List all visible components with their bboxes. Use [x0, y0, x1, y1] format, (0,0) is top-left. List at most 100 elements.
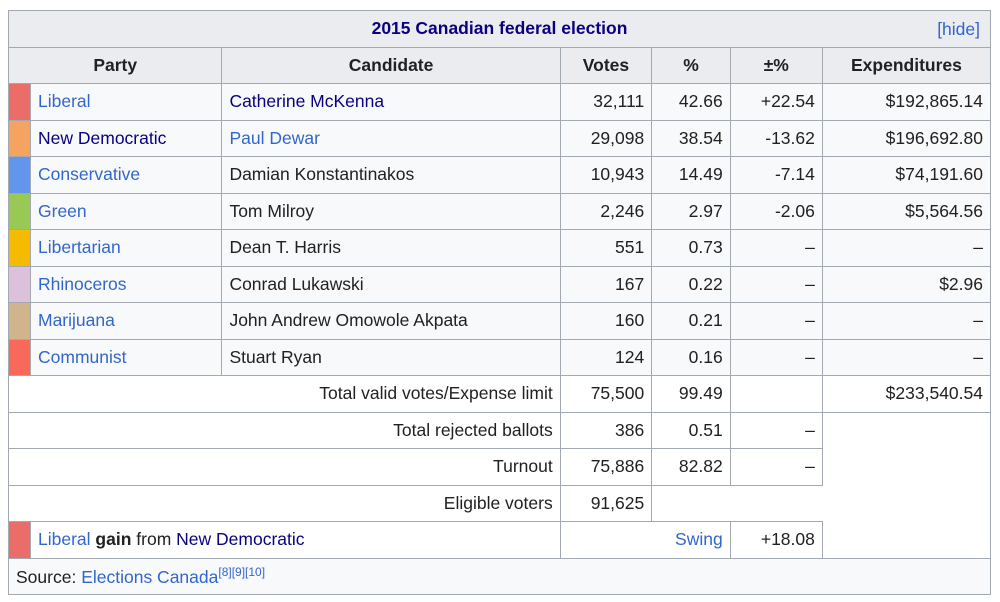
table-title: 2015 Canadian federal election [hide] [8, 10, 991, 48]
swing-value: +18.08 [729, 521, 823, 559]
total-valid-pct: 99.49 [651, 375, 731, 413]
expenditures-cell: $196,692.80 [821, 119, 992, 157]
party-color-swatch [8, 83, 31, 121]
votes-cell: 29,098 [559, 119, 653, 157]
total-valid-votes: 75,500 [559, 375, 653, 413]
party-cell: Rhinoceros [29, 265, 223, 303]
expenditures-cell: $5,564.56 [821, 192, 992, 230]
party-cell: Conservative [29, 156, 223, 194]
gain-color-swatch [8, 521, 31, 559]
votes-cell: 167 [559, 265, 653, 303]
expenditures-cell: – [821, 338, 992, 376]
change-cell: – [729, 338, 823, 376]
empty-cell [822, 448, 991, 485]
candidate-link[interactable]: Paul Dewar [229, 127, 320, 148]
header-pct: % [651, 46, 731, 84]
candidate-cell: Tom Milroy [221, 192, 561, 230]
party-cell: Marijuana [29, 302, 223, 340]
candidate-name: Conrad Lukawski [229, 273, 364, 294]
eligible-label: Eligible voters [8, 484, 561, 522]
expenditures-cell: $192,865.14 [821, 83, 992, 121]
votes-cell: 10,943 [559, 156, 653, 194]
candidate-cell: Paul Dewar [221, 119, 561, 157]
candidate-cell: John Andrew Omowole Akpata [221, 302, 561, 340]
party-cell: New Democratic [29, 119, 223, 157]
source-refs[interactable]: [8][9][10] [218, 564, 266, 579]
change-cell: – [729, 265, 823, 303]
total-valid-label: Total valid votes/Expense limit [8, 375, 561, 413]
turnout-pct: 82.82 [651, 448, 731, 486]
title-text: 2015 Canadian federal election [371, 18, 628, 39]
rejected-row: Total rejected ballots 386 0.51 – [8, 411, 991, 449]
candidate-name: Stuart Ryan [229, 346, 322, 367]
change-cell: – [729, 229, 823, 267]
header-party: Party [7, 46, 223, 84]
party-link[interactable]: Conservative [38, 164, 141, 185]
party-cell: Green [29, 192, 223, 230]
source-link[interactable]: Elections Canada [81, 566, 219, 587]
pct-cell: 2.97 [651, 192, 731, 230]
candidate-name: Damian Konstantinakos [229, 164, 415, 185]
party-color-swatch [8, 338, 31, 376]
gain-winner-link[interactable]: Liberal [38, 529, 91, 550]
votes-cell: 124 [559, 338, 653, 376]
candidate-row: Conservative Damian Konstantinakos 10,94… [8, 156, 992, 194]
party-cell: Liberal [29, 83, 223, 121]
turnout-change: – [729, 448, 823, 486]
hide-toggle[interactable]: [hide] [937, 19, 980, 39]
party-color-swatch [8, 302, 31, 340]
gain-word: gain [95, 529, 132, 550]
votes-cell: 32,111 [559, 83, 653, 121]
header-votes: Votes [559, 46, 653, 84]
candidate-row: Libertarian Dean T. Harris 551 0.73 – – [8, 229, 992, 267]
votes-cell: 551 [559, 229, 653, 267]
source-row: Source: Elections Canada[8][9][10] [8, 557, 991, 595]
total-valid-row: Total valid votes/Expense limit 75,500 9… [8, 375, 992, 413]
candidate-cell: Conrad Lukawski [221, 265, 561, 303]
swing-link[interactable]: Swing [675, 529, 723, 550]
party-color-swatch [8, 119, 31, 157]
candidate-cell: Damian Konstantinakos [221, 156, 561, 194]
party-color-swatch [8, 229, 31, 267]
gain-loser-link[interactable]: New Democratic [176, 529, 305, 550]
candidate-row: Marijuana John Andrew Omowole Akpata 160… [8, 302, 992, 340]
change-cell: – [729, 302, 823, 340]
votes-cell: 160 [559, 302, 653, 340]
votes-cell: 2,246 [559, 192, 653, 230]
pct-cell: 0.16 [651, 338, 731, 376]
candidate-link[interactable]: Catherine McKenna [229, 91, 385, 112]
party-link[interactable]: Rhinoceros [38, 273, 127, 294]
change-cell: -7.14 [729, 156, 823, 194]
party-cell: Libertarian [29, 229, 223, 267]
rejected-label: Total rejected ballots [8, 411, 561, 449]
pct-cell: 14.49 [651, 156, 731, 194]
expenditures-cell: – [821, 229, 992, 267]
change-cell: +22.54 [729, 83, 823, 121]
candidate-row: New Democratic Paul Dewar 29,098 38.54 -… [8, 119, 992, 157]
expenditures-cell: $74,191.60 [821, 156, 992, 194]
source-cell: Source: Elections Canada[8][9][10] [8, 557, 991, 595]
party-link[interactable]: Marijuana [38, 310, 115, 331]
rejected-pct: 0.51 [651, 411, 731, 449]
total-valid-change [729, 375, 823, 413]
party-link[interactable]: Libertarian [38, 237, 121, 258]
rejected-change: – [729, 411, 823, 449]
source-label: Source: [16, 566, 77, 587]
election-results-table: 2015 Canadian federal election [hide] Par… [7, 10, 992, 595]
pct-cell: 0.22 [651, 265, 731, 303]
party-link[interactable]: Green [38, 200, 87, 221]
candidate-cell: Stuart Ryan [221, 338, 561, 376]
pct-cell: 38.54 [651, 119, 731, 157]
expenditures-cell: – [821, 302, 992, 340]
change-cell: -2.06 [729, 192, 823, 230]
gain-row: Liberal gain from New Democratic Swing +… [8, 521, 991, 559]
party-cell: Communist [29, 338, 223, 376]
party-link[interactable]: Communist [38, 346, 127, 367]
party-color-swatch [8, 192, 31, 230]
empty-cell [822, 521, 991, 558]
header-expenditures: Expenditures [821, 46, 992, 84]
empty-cell [651, 485, 991, 522]
party-color-swatch [8, 265, 31, 303]
party-link[interactable]: New Democratic [38, 127, 167, 148]
party-link[interactable]: Liberal [38, 91, 91, 112]
